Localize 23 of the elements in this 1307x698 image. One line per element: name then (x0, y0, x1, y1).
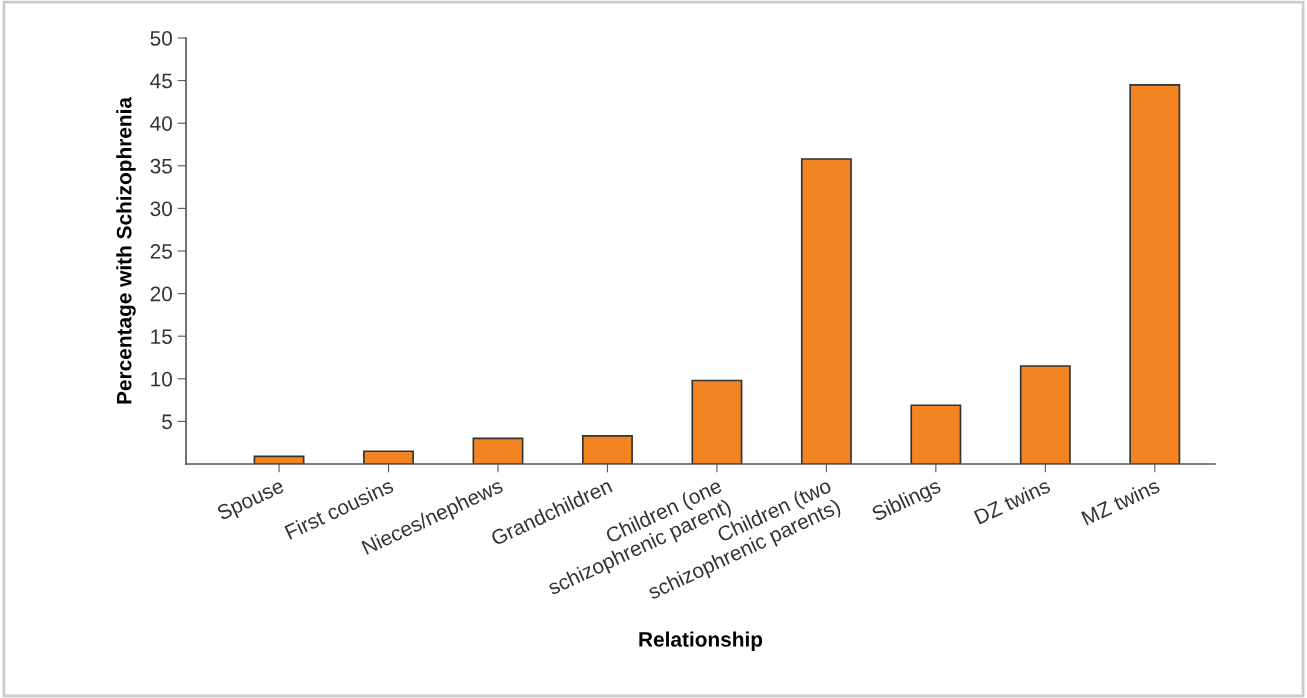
bar (910, 404, 962, 464)
y-tick-label: 35 (150, 158, 172, 174)
bar (691, 379, 743, 464)
bar (363, 450, 414, 464)
y-tick-label: 30 (150, 201, 172, 217)
y-tick-label: 15 (151, 329, 172, 344)
x-tick-label: DZ twins (973, 477, 1052, 525)
x-axis-title: Relationship (639, 631, 763, 651)
bar (1129, 84, 1181, 464)
y-tick-label: 10 (151, 371, 172, 387)
bar (1019, 365, 1071, 464)
bar (253, 455, 305, 464)
y-tick-label: 20 (150, 286, 172, 302)
bar (581, 435, 633, 464)
y-tick-label: 50 (150, 31, 172, 46)
x-tick-label: MZ twins (1080, 477, 1161, 526)
y-tick-label: 45 (150, 73, 172, 89)
y-tick-label: 5 (162, 414, 172, 430)
y-axis-title: Percentage with Schizophrenia (116, 96, 136, 404)
bar (800, 158, 852, 464)
bar (472, 437, 524, 464)
y-tick-label: 40 (150, 116, 172, 131)
y-tick-label: 25 (150, 244, 172, 259)
